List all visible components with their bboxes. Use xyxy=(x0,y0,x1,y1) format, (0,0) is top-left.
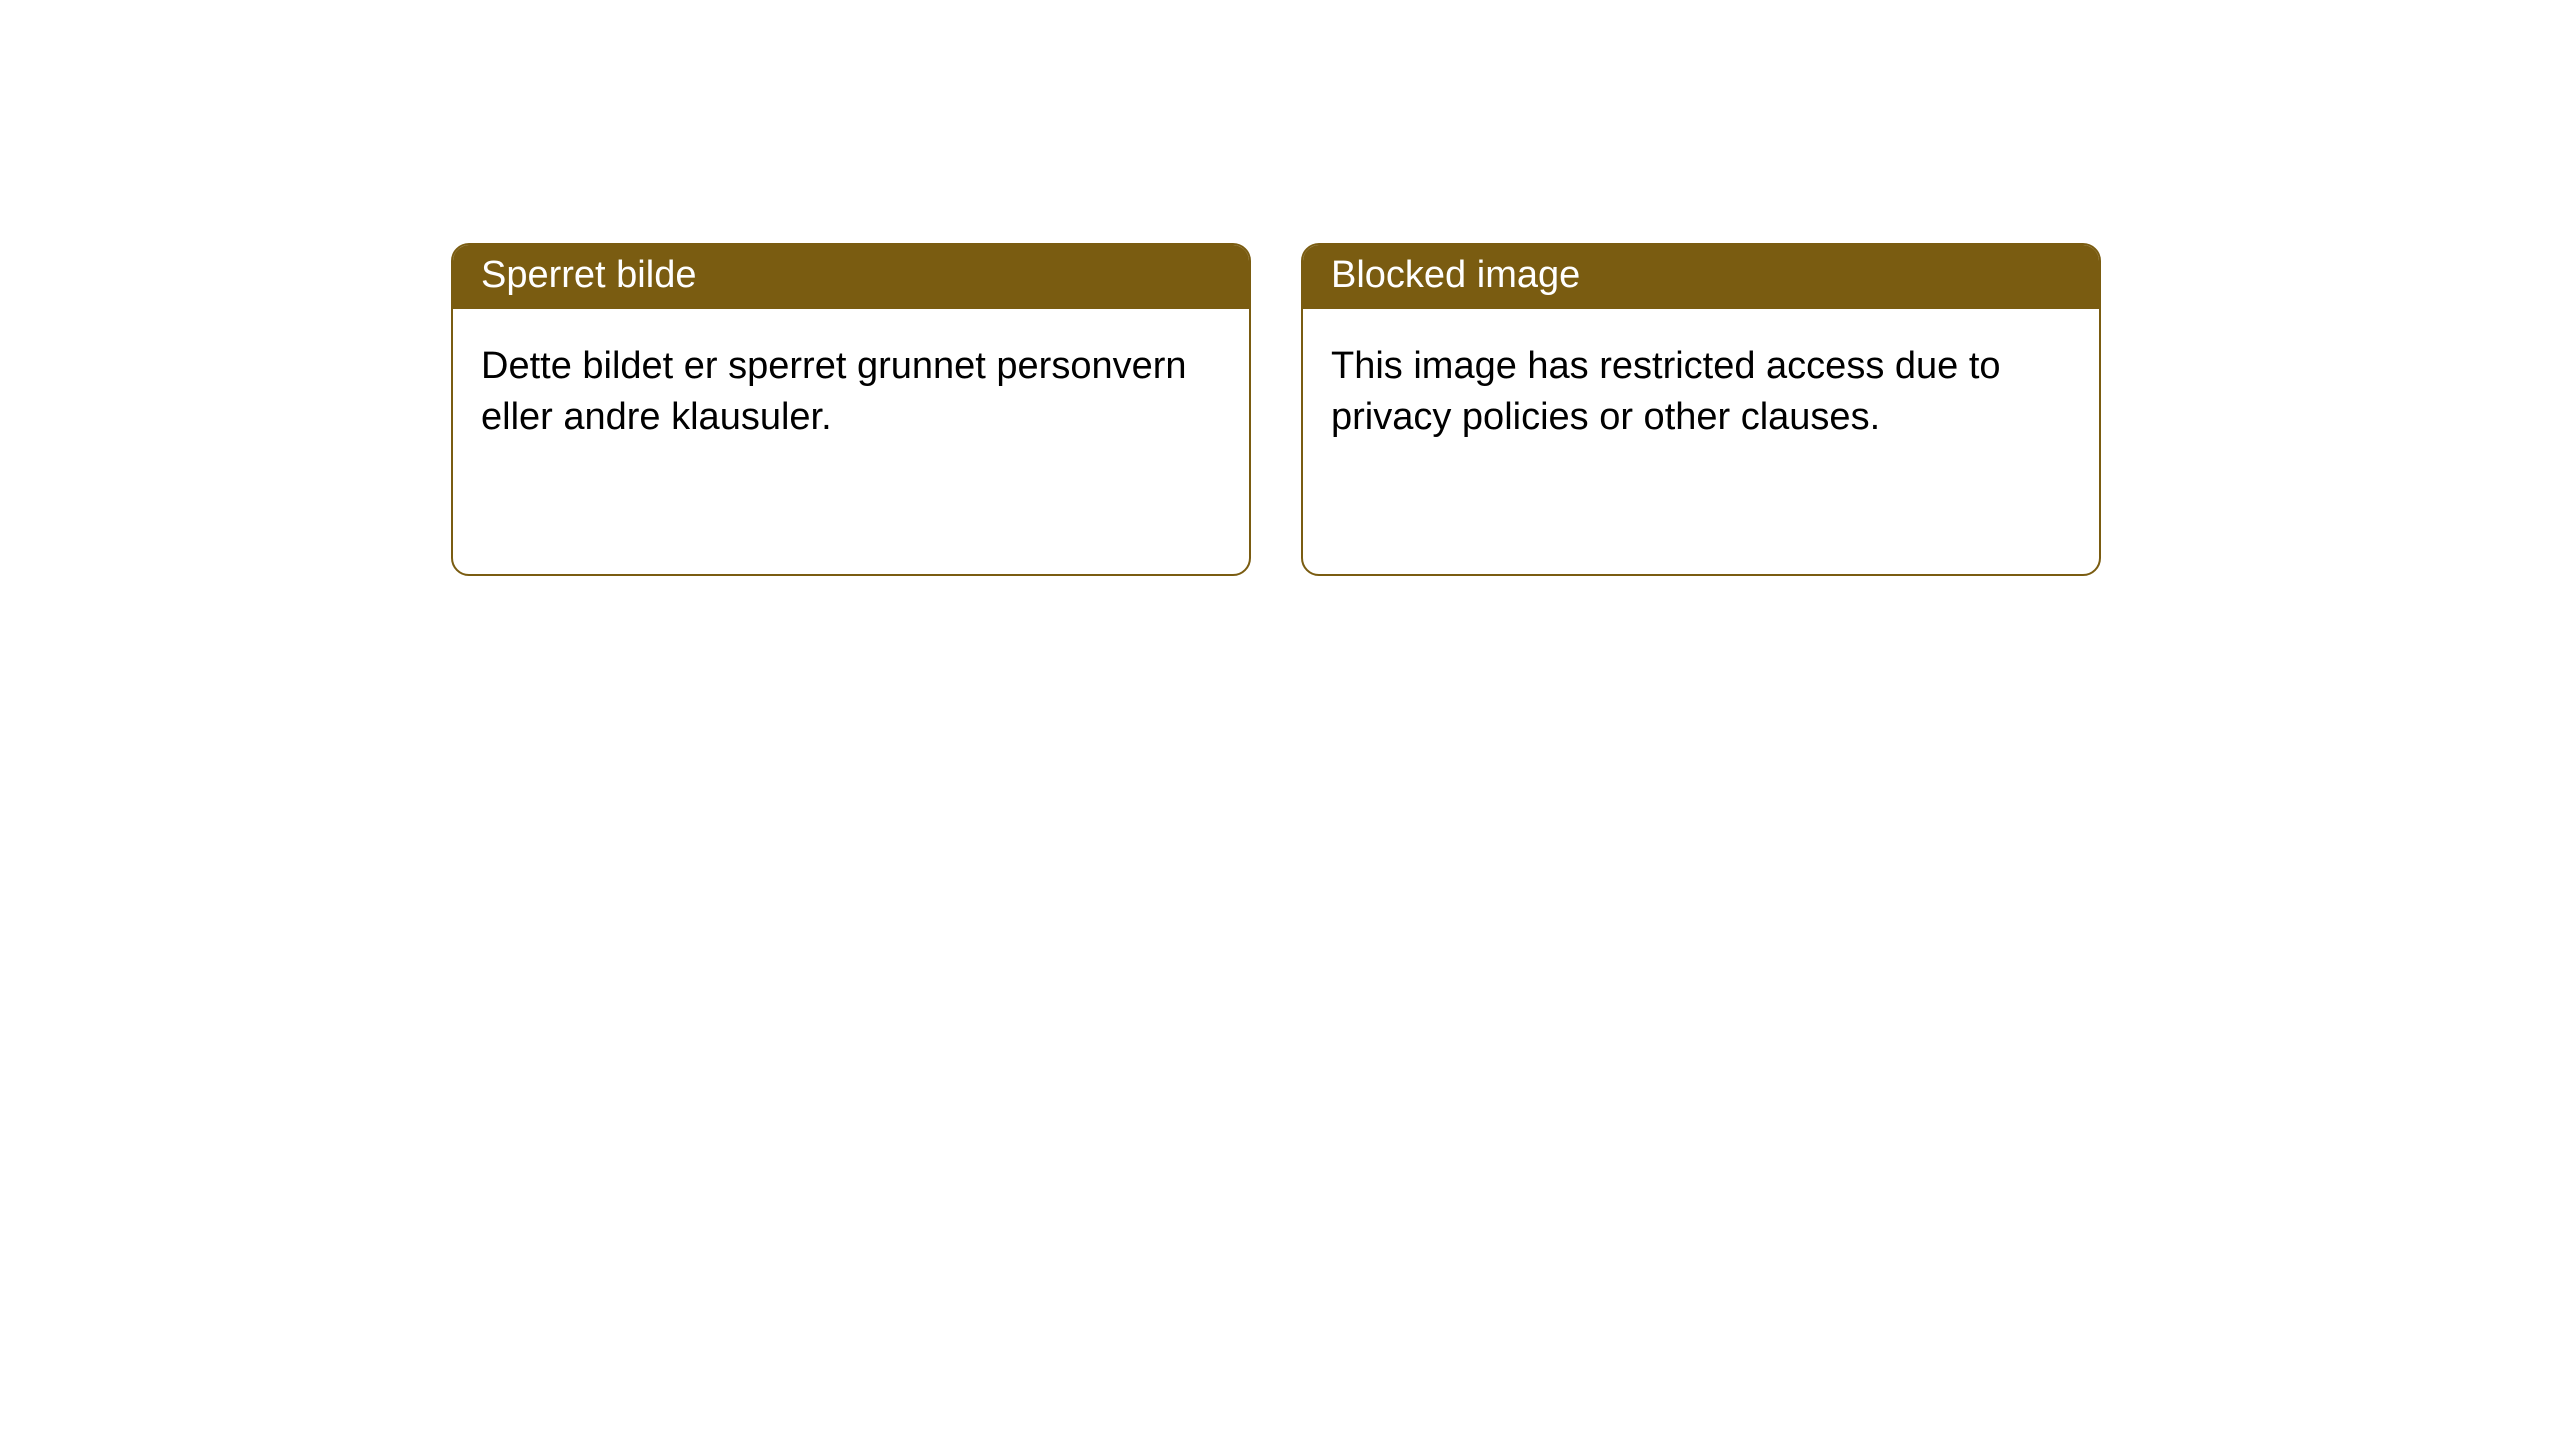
notice-header: Blocked image xyxy=(1303,245,2099,309)
notice-body: This image has restricted access due to … xyxy=(1303,309,2099,574)
notice-header: Sperret bilde xyxy=(453,245,1249,309)
notice-body: Dette bildet er sperret grunnet personve… xyxy=(453,309,1249,574)
notice-card-english: Blocked image This image has restricted … xyxy=(1301,243,2101,576)
notice-card-norwegian: Sperret bilde Dette bildet er sperret gr… xyxy=(451,243,1251,576)
notice-container: Sperret bilde Dette bildet er sperret gr… xyxy=(451,243,2101,576)
